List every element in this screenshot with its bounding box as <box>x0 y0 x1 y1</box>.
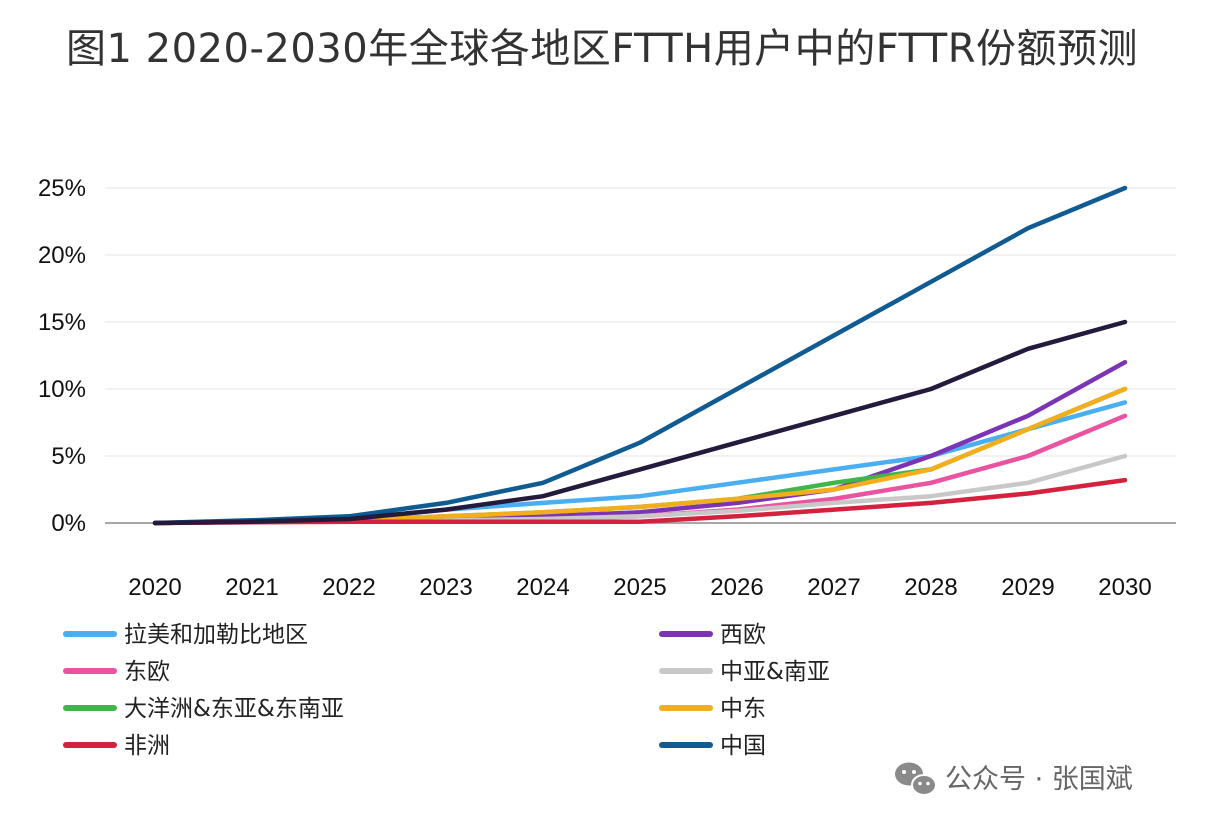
y-tick-label: 0% <box>51 510 86 537</box>
legend-item: 非洲 <box>63 733 170 759</box>
series-lines <box>152 185 1128 526</box>
x-tick-label: 2029 <box>1001 574 1054 601</box>
watermark: 公众号 · 张国斌 <box>895 762 1133 796</box>
legend-item: 东欧 <box>63 659 170 685</box>
y-tick-label: 5% <box>51 443 86 470</box>
series-line <box>152 319 1128 526</box>
legend-label: 非洲 <box>124 733 170 759</box>
y-axis: 0% 5% 10% 15% 20% 25% <box>38 175 86 537</box>
watermark-text: 公众号 · 张国斌 <box>945 764 1133 795</box>
legend-item: 中国 <box>659 733 766 759</box>
legend-label: 东欧 <box>124 659 170 685</box>
legend-item: 拉美和加勒比地区 <box>63 622 308 648</box>
x-tick-label: 2030 <box>1098 574 1151 601</box>
y-tick-label: 20% <box>38 242 86 269</box>
legend-item: 中东 <box>659 696 766 722</box>
legend-label: 中亚&南亚 <box>720 659 830 685</box>
x-tick-label: 2021 <box>225 574 278 601</box>
x-tick-label: 2025 <box>613 574 666 601</box>
x-tick-label: 2020 <box>128 574 181 601</box>
x-axis: 2020 2021 2022 2023 2024 2025 2026 2027 2028 2029… <box>128 574 1151 601</box>
x-tick-label: 2024 <box>516 574 569 601</box>
y-tick-label: 25% <box>38 175 86 202</box>
y-tick-label: 10% <box>38 376 86 403</box>
wechat-icon <box>895 762 937 796</box>
y-tick-label: 15% <box>38 309 86 336</box>
legend-label: 中国 <box>720 733 766 759</box>
legend-label: 大洋洲&东亚&东南亚 <box>124 696 344 722</box>
x-tick-label: 2026 <box>710 574 763 601</box>
legend-item: 西欧 <box>659 622 766 648</box>
x-tick-label: 2027 <box>807 574 860 601</box>
legend-item: 中亚&南亚 <box>659 659 830 685</box>
legend-item: 大洋洲&东亚&东南亚 <box>63 696 344 722</box>
legend-label: 拉美和加勒比地区 <box>124 622 308 648</box>
legend-label: 中东 <box>720 696 766 722</box>
legend-label: 西欧 <box>720 622 766 648</box>
x-tick-label: 2023 <box>419 574 472 601</box>
x-tick-label: 2022 <box>322 574 375 601</box>
chart-title: 图1 2020-2030年全球各地区FTTH用户中的FTTR份额预测 <box>66 26 1138 72</box>
x-tick-label: 2028 <box>904 574 957 601</box>
series-line <box>152 185 1128 526</box>
